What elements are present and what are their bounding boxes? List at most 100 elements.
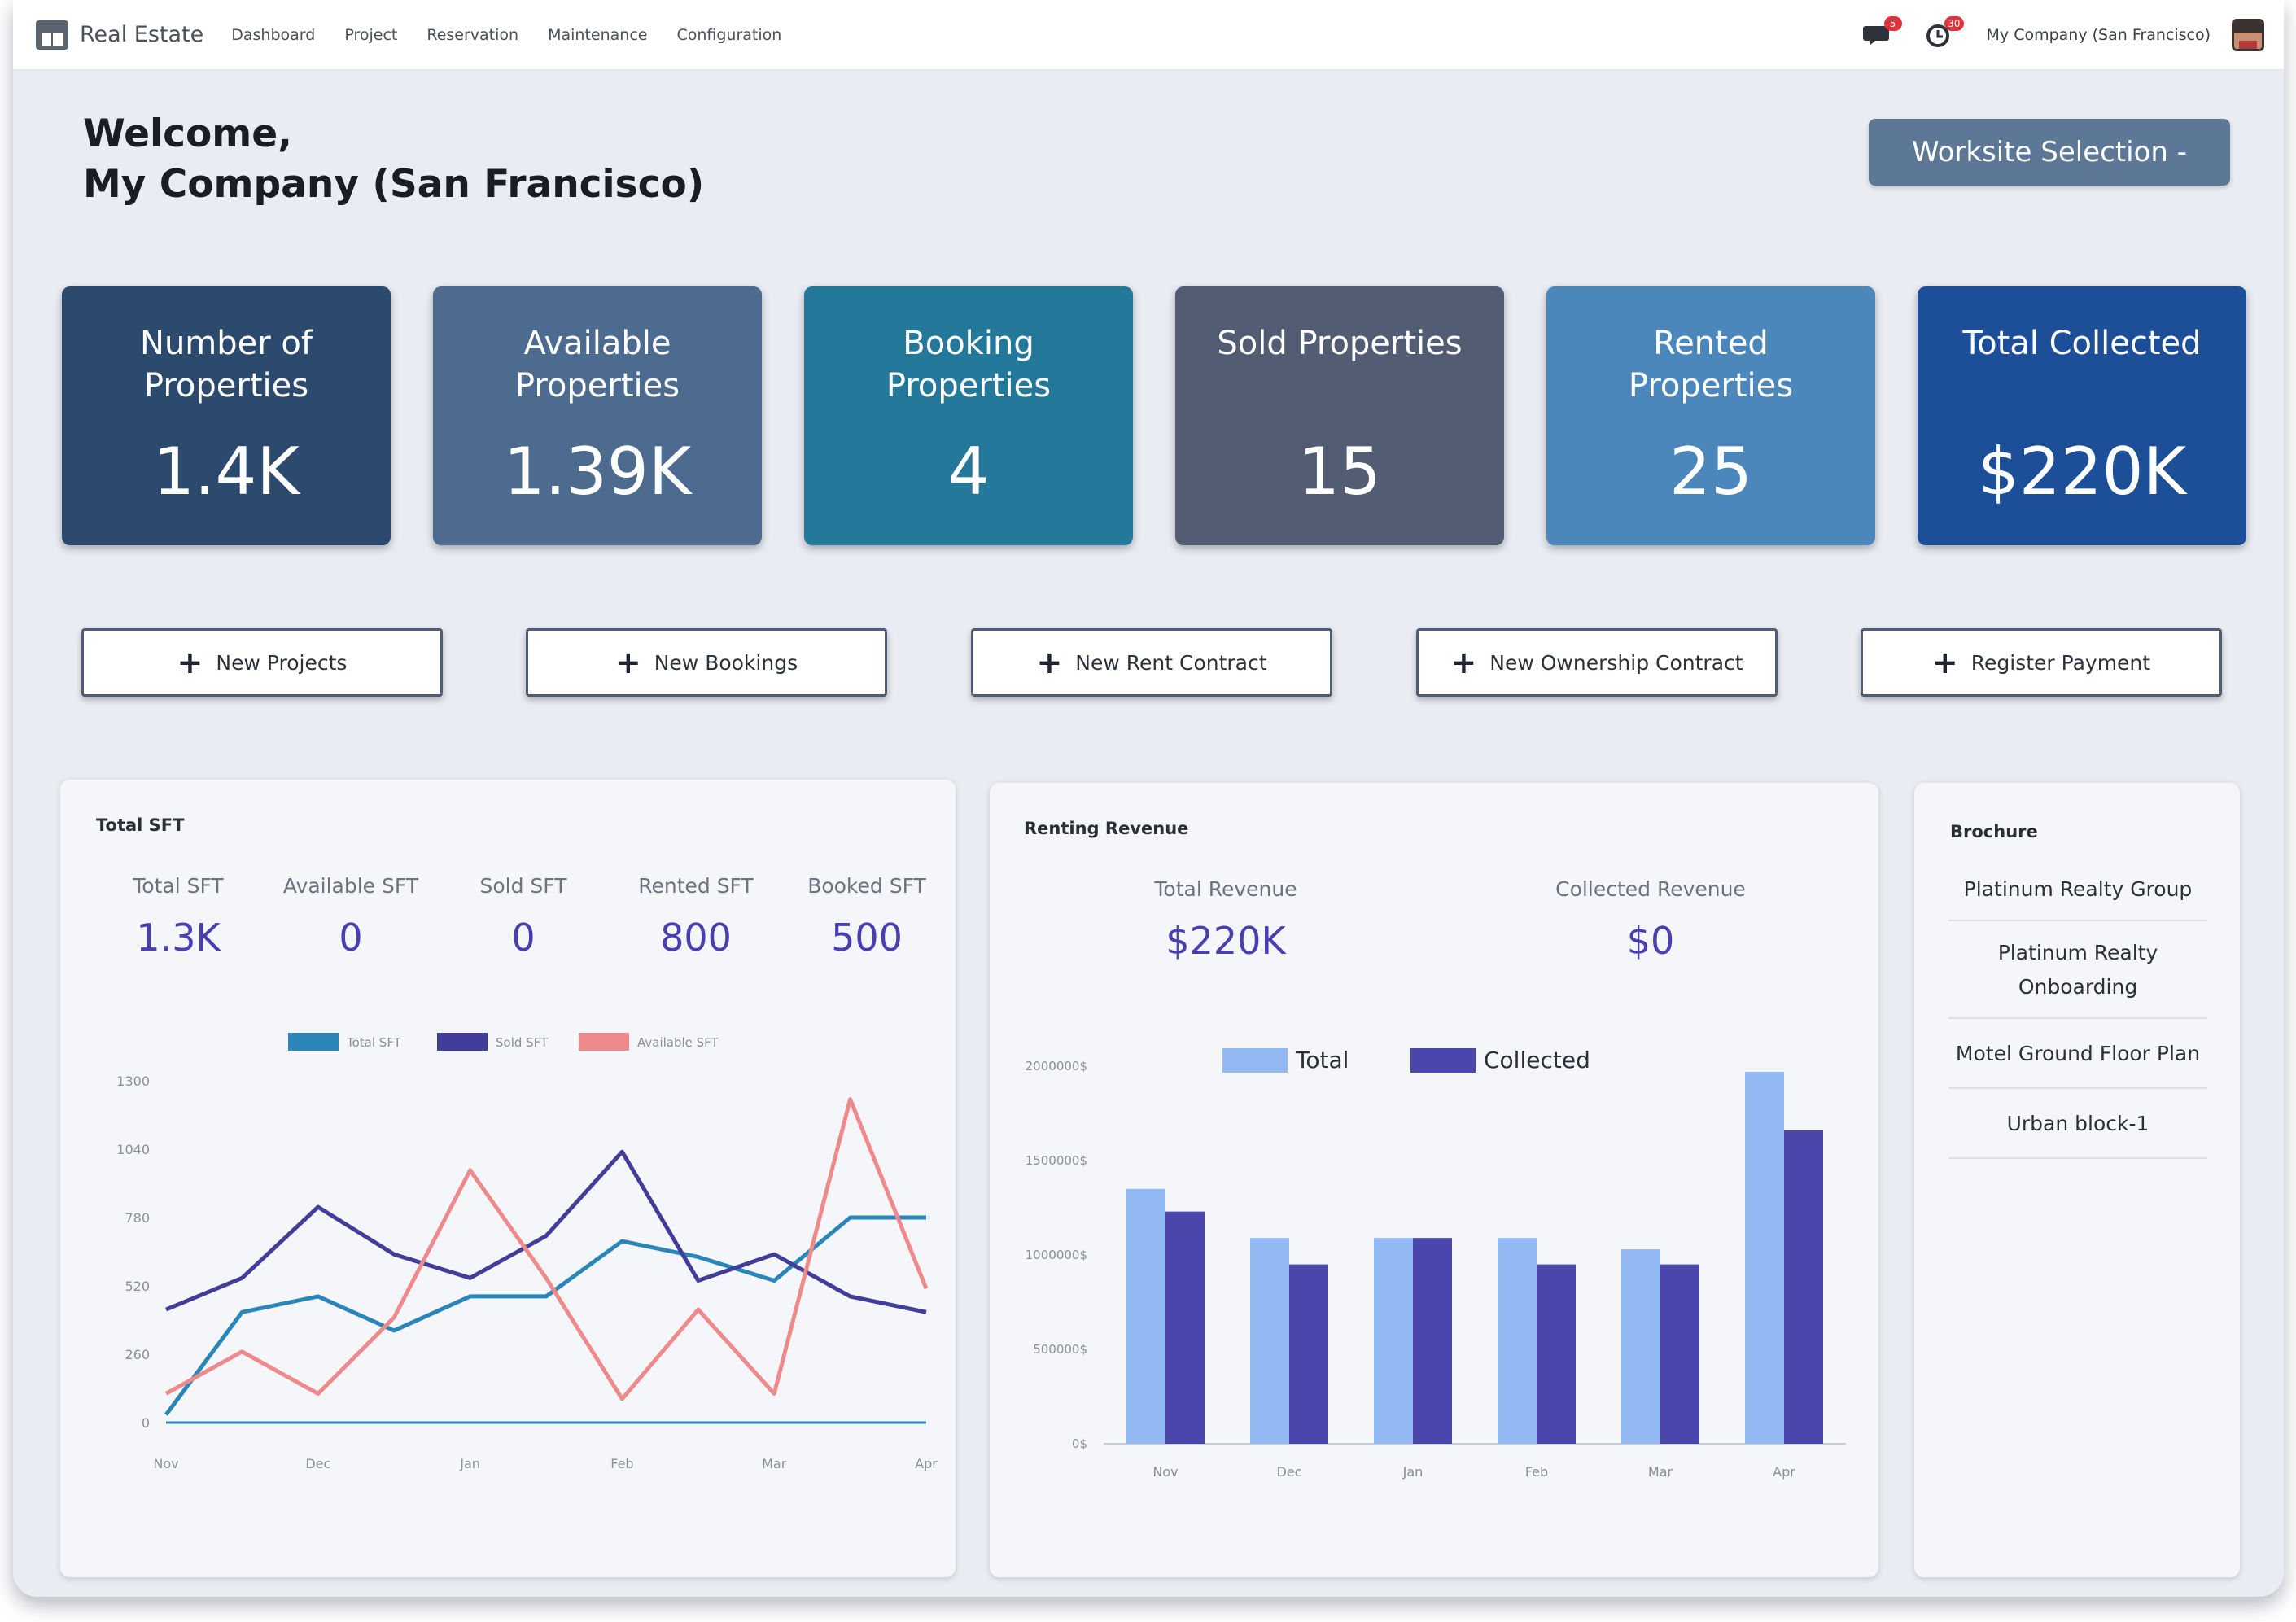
menu-configuration[interactable]: Configuration <box>676 25 782 44</box>
plus-icon: + <box>1931 645 1958 680</box>
legend-swatch <box>437 1033 488 1051</box>
y-tick-label: 260 <box>125 1347 150 1362</box>
y-tick-label: 520 <box>125 1279 150 1294</box>
messages-icon[interactable]: 5 <box>1862 15 1902 47</box>
brochure-item[interactable]: Platinum Realty Onboarding <box>1948 923 2207 1019</box>
bar-total-apr <box>1745 1071 1784 1444</box>
activity-clock-icon[interactable]: 30 <box>1925 15 1964 47</box>
x-tick-label: Feb <box>610 1456 633 1471</box>
y-tick-label: 2000000$ <box>1026 1059 1087 1073</box>
plus-icon: + <box>1036 645 1063 680</box>
metric-total-revenue: Total Revenue $220K <box>1087 877 1364 963</box>
y-tick-label: 1040 <box>116 1142 150 1157</box>
stat-label: Number of Properties <box>140 325 313 404</box>
stat-label: Sold Properties <box>1217 325 1463 362</box>
stat-card-total-collected[interactable]: Total Collected $220K <box>1918 286 2246 545</box>
brochure-item[interactable]: Motel Ground Floor Plan <box>1948 1021 2207 1089</box>
brochure-item[interactable]: Platinum Realty Group <box>1948 861 2207 921</box>
series-line-available-sft <box>164 1097 929 1401</box>
series-line-sold-sft <box>165 1149 927 1314</box>
menu-maintenance[interactable]: Maintenance <box>548 25 648 44</box>
button-label: Register Payment <box>1970 650 2151 675</box>
plus-icon: + <box>177 645 203 680</box>
legend-label: Total SFT <box>346 1035 402 1050</box>
metric-value: 800 <box>660 916 732 960</box>
x-tick-label: Dec <box>305 1456 330 1471</box>
y-tick-label: 1500000$ <box>1026 1153 1087 1168</box>
new-ownership-contract-button[interactable]: + New Ownership Contract <box>1416 628 1778 697</box>
x-tick-label: Nov <box>1152 1464 1178 1480</box>
messages-count-badge: 5 <box>1883 15 1902 31</box>
legend-label: Sold SFT <box>496 1035 549 1050</box>
legend-swatch <box>579 1033 629 1051</box>
legend-label: Collected <box>1484 1047 1590 1073</box>
y-tick-label: 780 <box>125 1210 150 1226</box>
bar-total-nov <box>1126 1188 1165 1444</box>
bar-total-feb <box>1498 1238 1537 1444</box>
company-name: My Company (San Francisco) <box>83 162 705 207</box>
stat-value: $220K <box>1977 434 2187 509</box>
stat-card-rented-properties[interactable]: Rented Properties 25 <box>1546 286 1875 545</box>
stat-value: 1.39K <box>503 434 692 509</box>
legend-label: Available SFT <box>637 1035 719 1050</box>
panel-title: Renting Revenue <box>1024 819 1189 838</box>
new-projects-button[interactable]: + New Projects <box>81 628 443 697</box>
panel-title: Brochure <box>1950 822 2038 842</box>
stat-card-sold-properties[interactable]: Sold Properties 15 <box>1175 286 1504 545</box>
metric-value: 0 <box>339 916 363 960</box>
x-tick-label: Nov <box>153 1456 178 1471</box>
plus-icon: + <box>614 645 641 680</box>
user-avatar[interactable] <box>2232 18 2264 51</box>
brochure-panel: Brochure Platinum Realty Group Platinum … <box>1914 783 2240 1577</box>
bar-total-jan <box>1374 1238 1413 1444</box>
bar-collected-dec <box>1289 1264 1328 1444</box>
new-rent-contract-button[interactable]: + New Rent Contract <box>971 628 1332 697</box>
stat-card-number-of-properties[interactable]: Number of Properties 1.4K <box>62 286 391 545</box>
x-tick-label: Feb <box>1525 1464 1548 1480</box>
stat-card-available-properties[interactable]: Available Properties 1.39K <box>433 286 762 545</box>
metric-label: Booked SFT <box>807 874 926 898</box>
stat-card-booking-properties[interactable]: Booking Properties 4 <box>804 286 1133 545</box>
app-grid-icon[interactable] <box>36 20 68 50</box>
metric-sold-sft: Sold SFT 0 <box>446 874 601 960</box>
menu-reservation[interactable]: Reservation <box>426 25 519 44</box>
menu-project[interactable]: Project <box>344 25 398 44</box>
metric-value: $0 <box>1626 919 1675 963</box>
metric-value: $220K <box>1165 919 1286 963</box>
bar-collected-feb <box>1537 1264 1576 1444</box>
new-bookings-button[interactable]: + New Bookings <box>526 628 887 697</box>
brochure-item[interactable]: Urban block-1 <box>1948 1091 2207 1159</box>
legend-swatch <box>1222 1048 1288 1073</box>
legend-swatch <box>288 1033 339 1051</box>
x-tick-label: Apr <box>915 1456 938 1471</box>
button-label: New Rent Contract <box>1075 650 1267 675</box>
brand[interactable]: Real Estate <box>36 20 203 50</box>
x-tick-label: Dec <box>1277 1464 1302 1480</box>
bar-total-mar <box>1621 1249 1660 1444</box>
metric-label: Collected Revenue <box>1555 877 1746 901</box>
register-payment-button[interactable]: + Register Payment <box>1861 628 2222 697</box>
stat-value: 25 <box>1669 434 1752 509</box>
metric-total-sft: Total SFT 1.3K <box>101 874 256 960</box>
worksite-selection-button[interactable]: Worksite Selection - <box>1869 119 2230 186</box>
stat-label: Booking Properties <box>886 325 1052 404</box>
x-tick-label: Jan <box>1402 1464 1424 1480</box>
main-menu: Dashboard Project Reservation Maintenanc… <box>231 26 811 44</box>
metric-label: Rented SFT <box>638 874 754 898</box>
metric-value: 1.3K <box>136 916 221 960</box>
revenue-bar-chart: Total Collected 0$ 500000$ 1000000$ 1500000$ 2… <box>1026 1047 1846 1480</box>
metric-booked-sft: Booked SFT 500 <box>789 874 944 960</box>
stat-value: 4 <box>947 434 990 509</box>
menu-dashboard[interactable]: Dashboard <box>231 25 316 44</box>
legend-swatch <box>1410 1048 1476 1073</box>
metric-rented-sft: Rented SFT 800 <box>619 874 773 960</box>
company-switcher[interactable]: My Company (San Francisco) <box>1986 25 2211 44</box>
series-line-total-sft <box>164 1215 926 1416</box>
stat-value: 1.4K <box>153 434 300 509</box>
y-tick-label: 0 <box>142 1415 150 1431</box>
metric-label: Total Revenue <box>1154 877 1297 901</box>
legend-label: Total <box>1295 1047 1349 1073</box>
button-label: New Bookings <box>654 650 798 675</box>
renting-revenue-panel: Renting Revenue Total Revenue $220K Coll… <box>990 783 1878 1577</box>
app-window: Real Estate Dashboard Project Reservatio… <box>13 0 2284 1597</box>
